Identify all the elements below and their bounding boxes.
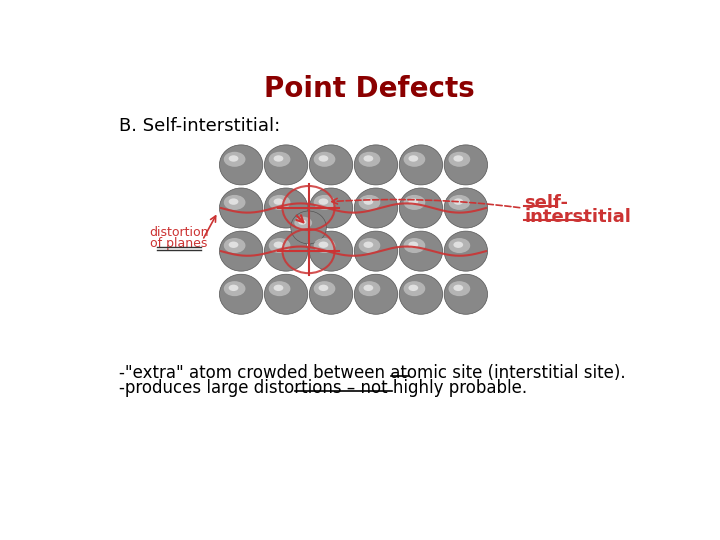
- Ellipse shape: [359, 195, 380, 210]
- Ellipse shape: [354, 188, 397, 228]
- Ellipse shape: [449, 195, 470, 210]
- Ellipse shape: [229, 156, 238, 161]
- Text: self-: self-: [524, 194, 568, 212]
- Ellipse shape: [224, 152, 246, 167]
- Ellipse shape: [359, 152, 380, 167]
- Ellipse shape: [449, 238, 470, 253]
- Ellipse shape: [454, 285, 463, 291]
- Ellipse shape: [294, 217, 312, 229]
- Text: of planes: of planes: [150, 237, 208, 250]
- Ellipse shape: [264, 188, 307, 228]
- Ellipse shape: [264, 274, 307, 314]
- Ellipse shape: [408, 285, 418, 291]
- Ellipse shape: [298, 220, 306, 225]
- Ellipse shape: [310, 145, 353, 185]
- Ellipse shape: [224, 195, 246, 210]
- Ellipse shape: [359, 238, 380, 253]
- Ellipse shape: [399, 188, 443, 228]
- Ellipse shape: [318, 198, 328, 205]
- Ellipse shape: [364, 156, 373, 161]
- Ellipse shape: [318, 156, 328, 161]
- Ellipse shape: [224, 238, 246, 253]
- Ellipse shape: [269, 152, 290, 167]
- Ellipse shape: [404, 281, 426, 296]
- Ellipse shape: [224, 281, 246, 296]
- Ellipse shape: [364, 241, 373, 248]
- Text: interstitial: interstitial: [524, 208, 631, 226]
- Ellipse shape: [454, 198, 463, 205]
- Ellipse shape: [269, 238, 290, 253]
- Ellipse shape: [314, 195, 336, 210]
- Ellipse shape: [310, 188, 353, 228]
- Ellipse shape: [310, 231, 353, 271]
- Ellipse shape: [408, 156, 418, 161]
- Ellipse shape: [229, 241, 238, 248]
- Ellipse shape: [399, 274, 443, 314]
- Ellipse shape: [229, 285, 238, 291]
- Ellipse shape: [274, 156, 284, 161]
- Ellipse shape: [314, 238, 336, 253]
- Ellipse shape: [449, 281, 470, 296]
- Text: Point Defects: Point Defects: [264, 76, 474, 104]
- Ellipse shape: [404, 238, 426, 253]
- Ellipse shape: [364, 198, 373, 205]
- Ellipse shape: [454, 156, 463, 161]
- Ellipse shape: [444, 274, 487, 314]
- Text: -produces large distortions – not highly probable.: -produces large distortions – not highly…: [120, 379, 528, 397]
- Ellipse shape: [220, 231, 263, 271]
- Ellipse shape: [354, 231, 397, 271]
- Ellipse shape: [399, 231, 443, 271]
- Text: B. Self-interstitial:: B. Self-interstitial:: [120, 117, 281, 136]
- Ellipse shape: [408, 241, 418, 248]
- Ellipse shape: [444, 188, 487, 228]
- Ellipse shape: [399, 145, 443, 185]
- Ellipse shape: [354, 274, 397, 314]
- Ellipse shape: [269, 195, 290, 210]
- Ellipse shape: [264, 145, 307, 185]
- Ellipse shape: [404, 152, 426, 167]
- Ellipse shape: [269, 281, 290, 296]
- Ellipse shape: [274, 241, 284, 248]
- Text: distortion: distortion: [149, 226, 209, 240]
- Ellipse shape: [264, 231, 307, 271]
- Ellipse shape: [220, 145, 263, 185]
- Ellipse shape: [404, 195, 426, 210]
- Ellipse shape: [318, 285, 328, 291]
- Ellipse shape: [314, 281, 336, 296]
- Ellipse shape: [314, 152, 336, 167]
- Ellipse shape: [359, 281, 380, 296]
- Ellipse shape: [364, 285, 373, 291]
- Ellipse shape: [444, 231, 487, 271]
- Ellipse shape: [274, 285, 284, 291]
- Text: -"extra" atom crowded between atomic site (interstitial site).: -"extra" atom crowded between atomic sit…: [120, 363, 626, 382]
- Ellipse shape: [318, 241, 328, 248]
- Ellipse shape: [354, 145, 397, 185]
- Ellipse shape: [229, 198, 238, 205]
- Ellipse shape: [310, 274, 353, 314]
- Ellipse shape: [454, 241, 463, 248]
- Ellipse shape: [274, 198, 284, 205]
- Ellipse shape: [291, 211, 326, 244]
- Ellipse shape: [449, 152, 470, 167]
- Ellipse shape: [220, 274, 263, 314]
- Ellipse shape: [444, 145, 487, 185]
- Ellipse shape: [408, 198, 418, 205]
- Ellipse shape: [220, 188, 263, 228]
